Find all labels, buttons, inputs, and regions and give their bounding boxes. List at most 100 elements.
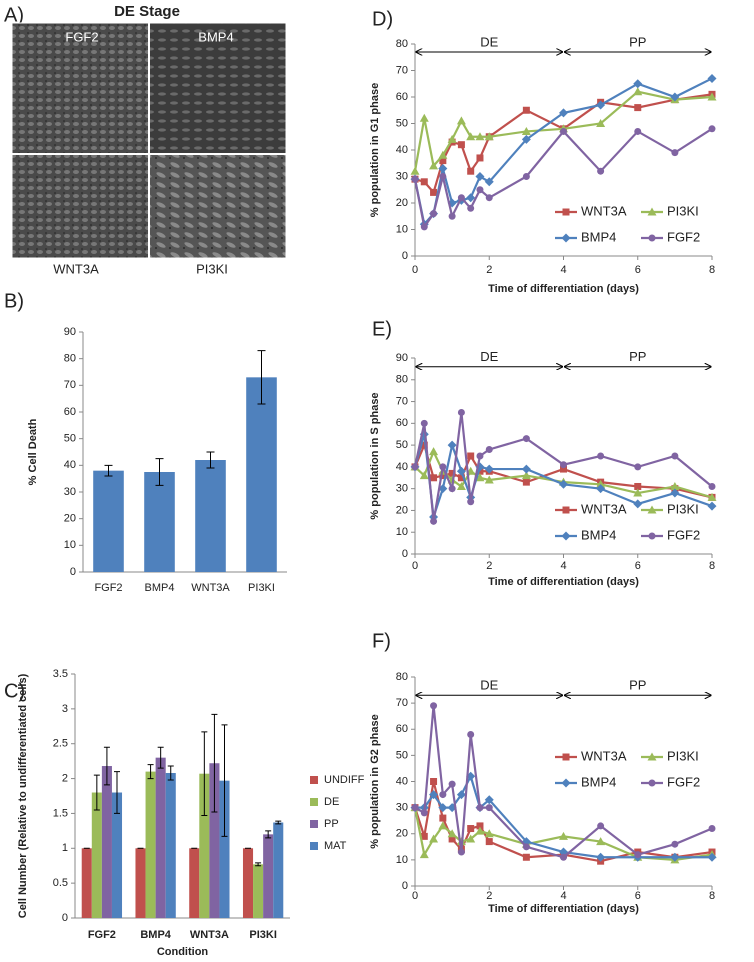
error-bar bbox=[257, 350, 266, 405]
point bbox=[430, 210, 438, 218]
point bbox=[633, 499, 643, 509]
point bbox=[429, 161, 439, 170]
point bbox=[430, 188, 438, 196]
x-tick-label: 2 bbox=[486, 264, 492, 276]
y-tick-label: 70 bbox=[396, 697, 408, 709]
error-bar bbox=[157, 746, 164, 769]
point bbox=[410, 166, 420, 175]
point bbox=[448, 780, 456, 788]
point bbox=[707, 92, 717, 101]
point bbox=[430, 702, 438, 710]
point bbox=[475, 473, 485, 482]
point bbox=[439, 463, 447, 471]
phase-label: PP bbox=[629, 678, 646, 693]
y-tick-label: 80 bbox=[64, 353, 76, 365]
image-label: FGF2 bbox=[65, 29, 98, 44]
legend-label: WNT3A bbox=[581, 748, 627, 763]
legend-label: FGF2 bbox=[667, 527, 700, 542]
y-tick-label: 40 bbox=[396, 775, 408, 787]
legend-label: BMP4 bbox=[581, 527, 616, 542]
point bbox=[670, 852, 680, 862]
point bbox=[439, 173, 447, 180]
point bbox=[475, 132, 485, 141]
panel-label: D) bbox=[372, 8, 393, 30]
legend-swatch bbox=[310, 776, 318, 784]
point bbox=[467, 452, 475, 460]
legend-marker bbox=[561, 233, 571, 243]
legend-marker bbox=[562, 753, 570, 761]
error-bar bbox=[206, 451, 215, 469]
legend-marker bbox=[562, 506, 570, 514]
point bbox=[438, 803, 448, 813]
y-tick-label: 60 bbox=[396, 417, 408, 429]
point bbox=[596, 837, 606, 846]
point bbox=[485, 194, 493, 202]
panel-label: F) bbox=[372, 630, 391, 652]
y-tick-label: 2 bbox=[62, 772, 68, 784]
x-tick-label: WNT3A bbox=[191, 582, 230, 594]
legend-label: BMP4 bbox=[581, 774, 616, 789]
y-tick-label: 1 bbox=[62, 842, 68, 854]
bar bbox=[195, 460, 226, 572]
legend-label: FGF2 bbox=[667, 774, 700, 789]
y-tick-label: 0 bbox=[402, 250, 408, 262]
y-tick-label: 70 bbox=[396, 395, 408, 407]
x-tick-label: WNT3A bbox=[190, 929, 229, 941]
point bbox=[448, 469, 456, 477]
point bbox=[596, 100, 606, 110]
y-tick-label: 60 bbox=[64, 406, 76, 418]
y-tick-label: 90 bbox=[64, 326, 76, 338]
point bbox=[447, 134, 457, 143]
legend-label: WNT3A bbox=[581, 203, 627, 218]
point bbox=[597, 452, 605, 460]
micrograph bbox=[12, 155, 148, 258]
x-tick-label: 8 bbox=[709, 560, 715, 572]
phase-label: PP bbox=[629, 349, 646, 364]
y-tick-label: 50 bbox=[396, 117, 408, 129]
y-tick-label: 0 bbox=[402, 880, 408, 892]
bar bbox=[209, 763, 220, 918]
panel-label: B) bbox=[4, 290, 24, 312]
point bbox=[420, 178, 428, 186]
x-tick-label: PI3KI bbox=[248, 582, 275, 594]
bar bbox=[199, 773, 210, 918]
y-tick-label: 70 bbox=[64, 379, 76, 391]
y-tick-label: 20 bbox=[396, 197, 408, 209]
point bbox=[456, 116, 466, 125]
y-tick-label: 0 bbox=[402, 548, 408, 560]
point bbox=[448, 212, 456, 220]
legend-marker bbox=[561, 531, 571, 541]
bar bbox=[273, 822, 284, 918]
point bbox=[411, 463, 419, 471]
y-axis-title: % population in G2 phase bbox=[369, 714, 381, 848]
bar bbox=[135, 848, 146, 918]
point bbox=[670, 92, 680, 102]
legend-marker bbox=[648, 779, 656, 787]
x-tick-label: FGF2 bbox=[94, 582, 122, 594]
y-tick-label: 40 bbox=[396, 461, 408, 473]
y-axis-title: % Cell Death bbox=[27, 418, 39, 485]
point bbox=[634, 482, 642, 490]
point bbox=[430, 474, 438, 482]
point bbox=[597, 167, 605, 175]
x-axis-title: Time of differentiation (days) bbox=[488, 576, 639, 588]
point bbox=[596, 852, 606, 862]
point bbox=[485, 804, 493, 812]
point bbox=[420, 832, 428, 840]
y-tick-label: 40 bbox=[64, 459, 76, 471]
point bbox=[596, 479, 606, 488]
point bbox=[708, 482, 716, 490]
micrograph bbox=[12, 23, 148, 153]
point bbox=[476, 452, 484, 460]
x-tick-label: 6 bbox=[635, 890, 641, 902]
legend-marker bbox=[647, 752, 657, 761]
error-bar bbox=[113, 771, 120, 814]
y-tick-label: 80 bbox=[396, 671, 408, 683]
legend-label: WNT3A bbox=[581, 501, 627, 516]
point bbox=[484, 464, 494, 474]
y-tick-label: 40 bbox=[396, 144, 408, 156]
point bbox=[484, 829, 494, 838]
legend-swatch bbox=[310, 798, 318, 806]
x-tick-label: 8 bbox=[709, 264, 715, 276]
image-label: PI3KI bbox=[196, 261, 228, 276]
